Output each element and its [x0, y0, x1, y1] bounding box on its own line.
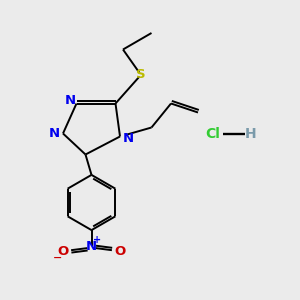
- Text: S: S: [136, 68, 146, 81]
- Text: N: N: [123, 131, 134, 145]
- Text: O: O: [58, 245, 69, 258]
- Text: H: H: [245, 127, 256, 140]
- Text: −: −: [53, 253, 63, 263]
- Text: Cl: Cl: [206, 127, 220, 140]
- Text: O: O: [114, 245, 125, 258]
- Text: N: N: [86, 240, 97, 253]
- Text: N: N: [49, 127, 60, 140]
- Text: +: +: [93, 235, 102, 245]
- Text: N: N: [64, 94, 76, 107]
